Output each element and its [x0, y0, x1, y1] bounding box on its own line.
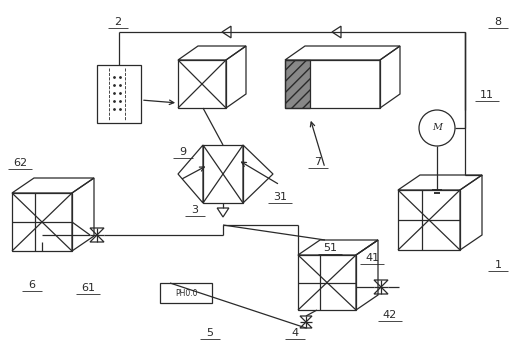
Text: 62: 62 [13, 158, 27, 168]
Text: PH0.0: PH0.0 [175, 288, 197, 298]
Text: 7: 7 [314, 157, 322, 167]
Text: 11: 11 [480, 90, 494, 100]
Text: 3: 3 [192, 205, 199, 215]
Bar [203, 145, 243, 203]
Text: 61: 61 [81, 283, 95, 293]
Bar [160, 283, 212, 303]
Bar [178, 60, 226, 108]
Text: 9: 9 [179, 147, 186, 157]
Text: 6: 6 [29, 280, 36, 290]
Text: M: M [432, 124, 442, 133]
Bar [398, 190, 460, 250]
Text: 42: 42 [383, 310, 397, 320]
Bar [12, 193, 72, 251]
Text: 4: 4 [292, 328, 298, 338]
Bar [97, 65, 141, 123]
Text: 2: 2 [115, 17, 122, 27]
Text: 8: 8 [494, 17, 502, 27]
Text: 31: 31 [273, 192, 287, 202]
Text: 41: 41 [365, 253, 379, 263]
Text: 51: 51 [323, 243, 337, 253]
Bar [285, 60, 380, 108]
Text: 5: 5 [207, 328, 213, 338]
Bar [285, 60, 310, 108]
Text: 1: 1 [494, 260, 501, 270]
Bar [298, 255, 356, 310]
